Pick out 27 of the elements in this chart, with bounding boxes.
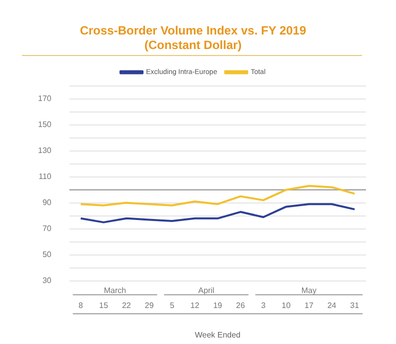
x-axis-title: Week Ended — [194, 330, 241, 340]
y-tick-label: 30 — [42, 276, 52, 286]
x-tick-label: 17 — [304, 300, 314, 310]
y-tick-label: 90 — [42, 198, 52, 208]
text: May — [301, 286, 317, 296]
x-tick-label: 19 — [213, 300, 223, 310]
x-tick-label: 12 — [190, 300, 200, 310]
x-tick-label: 3 — [261, 300, 266, 310]
x-tick-label: 24 — [327, 300, 337, 310]
text: April — [198, 286, 214, 296]
x-tick-label: 31 — [350, 300, 360, 310]
x-tick-label: 15 — [99, 300, 109, 310]
x-tick-label: 22 — [122, 300, 132, 310]
x-tick-label: 8 — [78, 300, 84, 310]
x-tick-label: 26 — [236, 300, 246, 310]
y-tick-label: 50 — [42, 250, 52, 260]
x-tick-label: 5 — [170, 300, 175, 310]
chart-title: Cross-Border Volume Index vs. FY 2019 — [80, 24, 306, 38]
text: March — [104, 286, 126, 296]
y-tick-label: 170 — [38, 94, 52, 104]
x-tick-label: 10 — [282, 300, 292, 310]
y-tick-label: 130 — [38, 146, 52, 156]
y-tick-label: 70 — [42, 224, 52, 234]
chart-subtitle: (Constant Dollar) — [144, 38, 242, 52]
y-tick-label: 110 — [38, 172, 52, 182]
y-tick-label: 150 — [38, 120, 52, 130]
x-tick-label: 29 — [144, 300, 154, 310]
